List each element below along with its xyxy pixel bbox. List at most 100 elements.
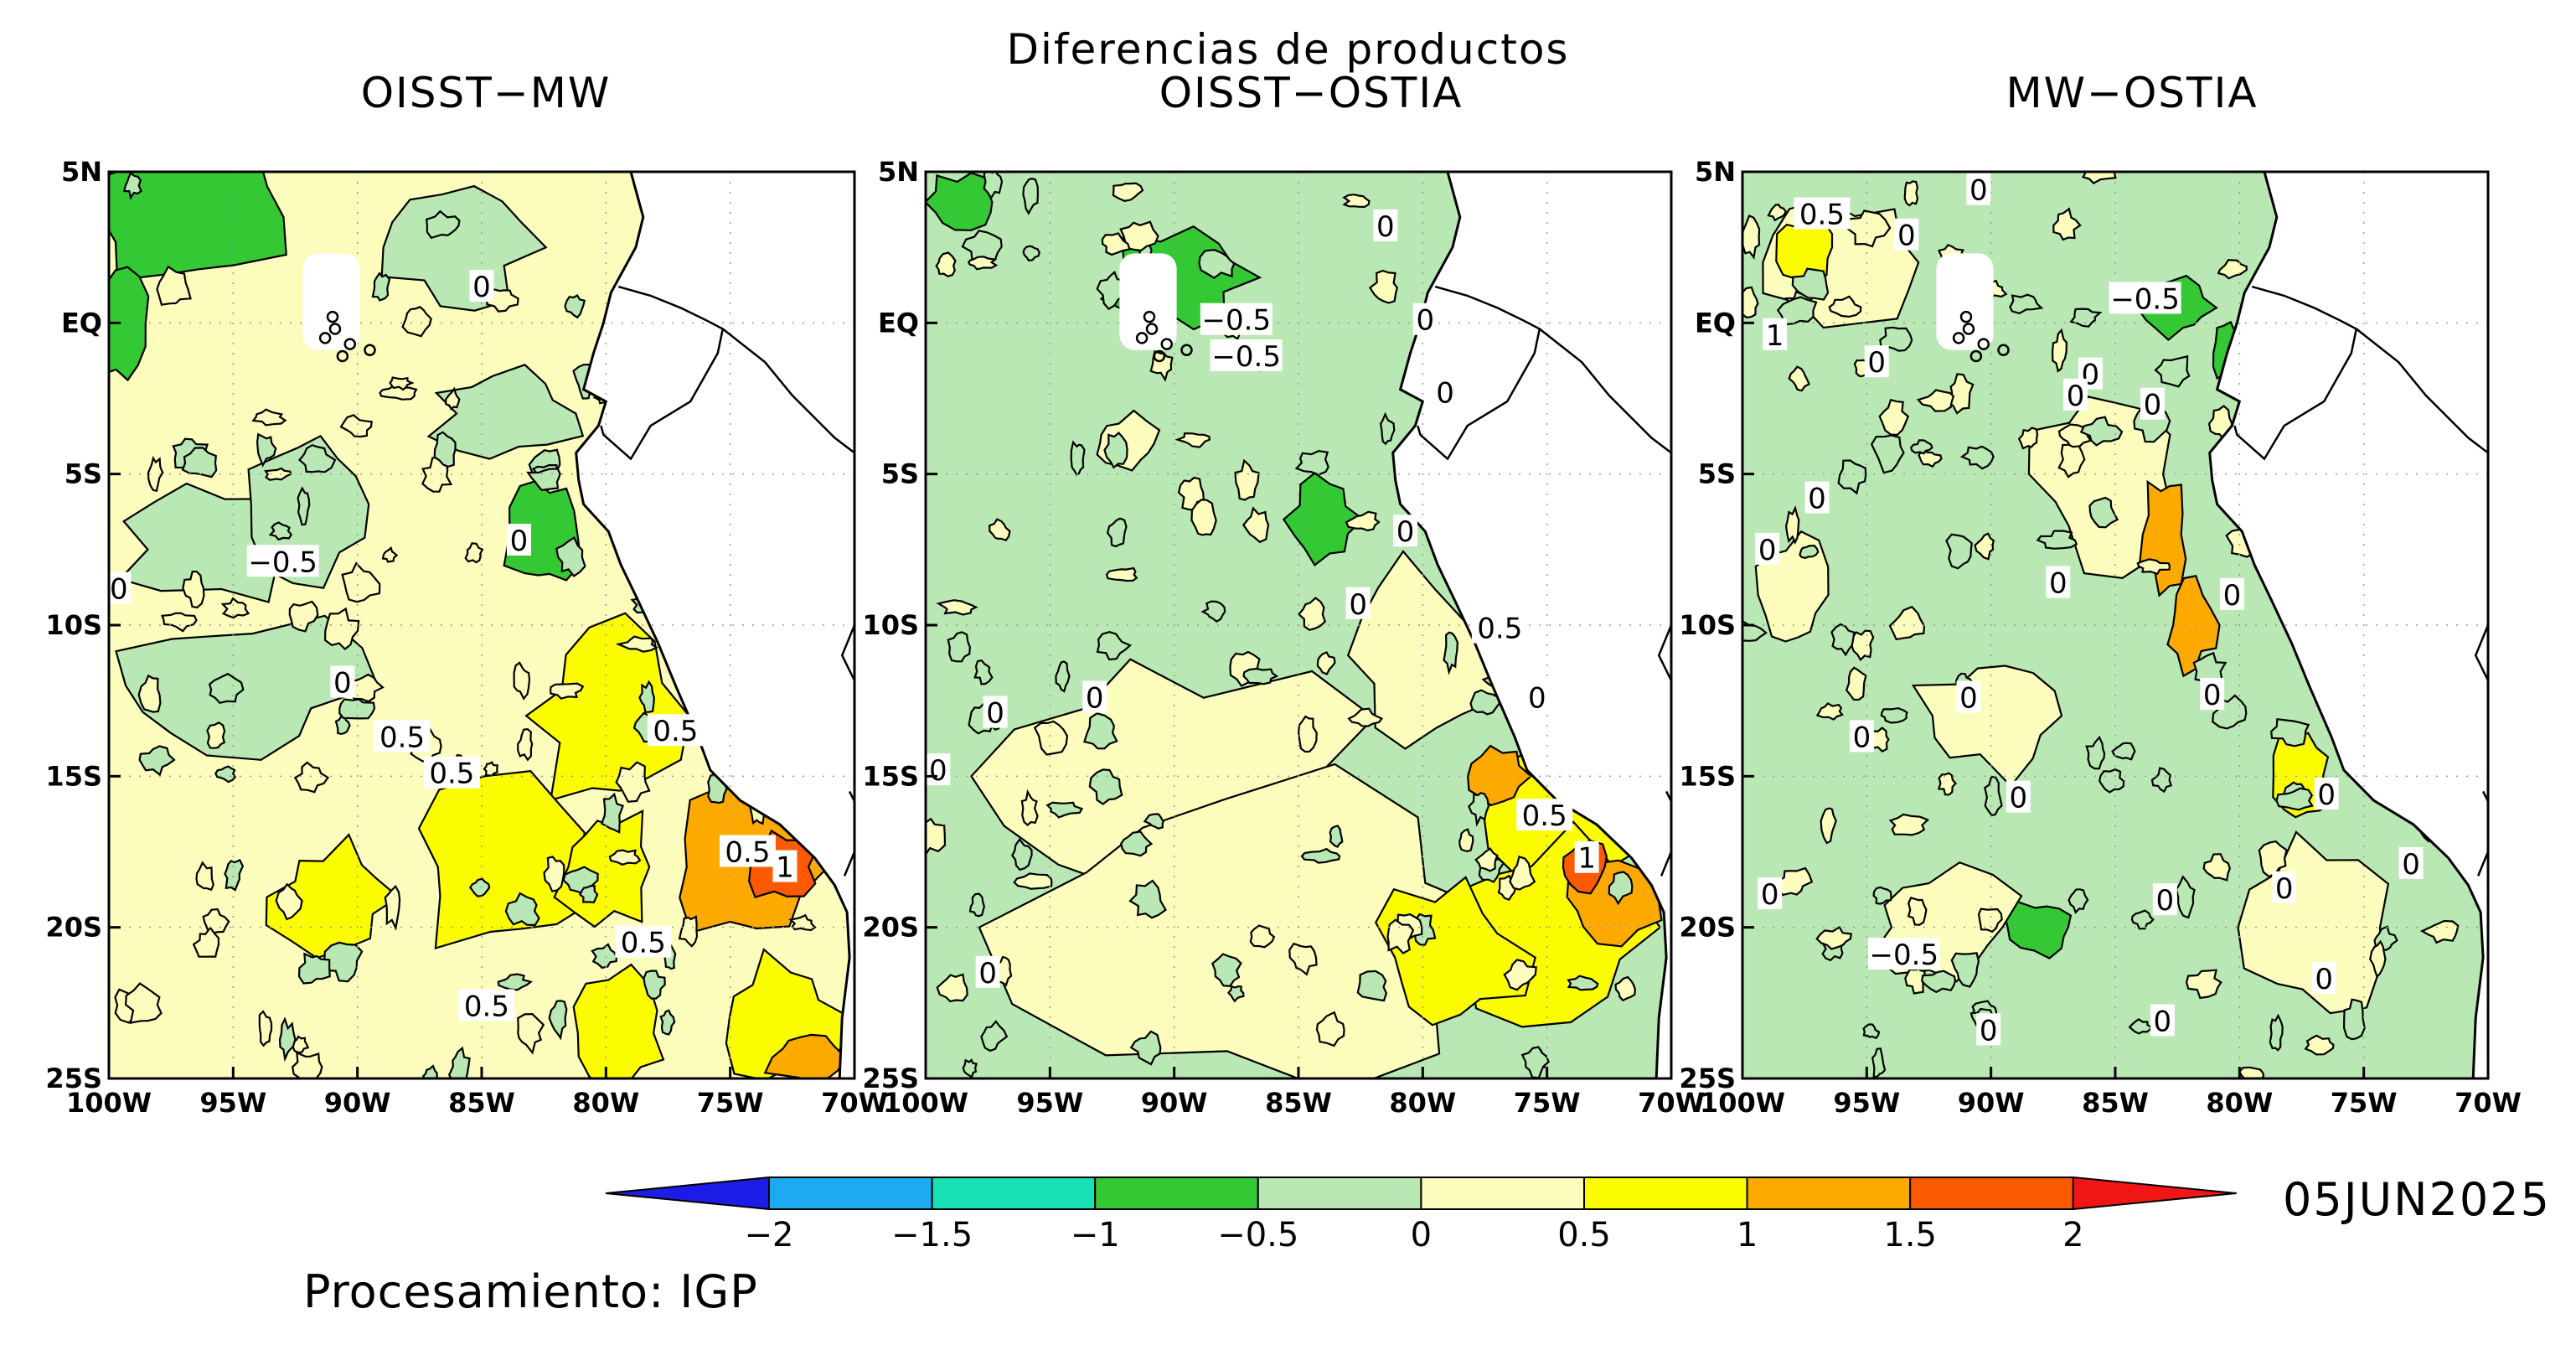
contour-label-bg	[1976, 1013, 2001, 1046]
colorbar-tick-label: −2	[745, 1216, 794, 1254]
contour-label-bg	[2006, 780, 2031, 813]
lon-tick-label: 95W	[199, 1087, 266, 1119]
map-axes: 100W 95W 90W 85W 80W 75W 70W 5N EQ 5S 10S 15S 20S 25S	[45, 156, 887, 1119]
map-axes: 100W 95W 90W 85W 80W 75W 70W 5N EQ 5S 10S 15S 20S 25S	[1679, 156, 2521, 1119]
galapagos-mask	[1936, 253, 1994, 350]
contour-label: −0.5	[248, 546, 317, 579]
contour-label: 0.5	[429, 758, 474, 791]
contour-label-bg	[2109, 282, 2181, 314]
lon-tick-label: 85W	[2082, 1087, 2149, 1119]
contour-label: 0	[2203, 679, 2222, 712]
lon-tick-label: 90W	[1141, 1087, 1208, 1119]
contour-label-bg	[1471, 611, 1528, 644]
contour-label-bg	[1516, 799, 1573, 831]
map-panel-1	[109, 172, 854, 1078]
contour-label-bg	[1373, 209, 1398, 241]
island	[1969, 349, 1983, 363]
contour-label: 0	[2009, 782, 2027, 815]
contour-label-bg	[2150, 1004, 2175, 1037]
land-mask	[1392, 172, 1671, 1078]
contour-label-bg	[772, 850, 798, 882]
contour-label-bg	[374, 720, 431, 752]
colorbar-tick-label: −1.5	[891, 1216, 973, 1254]
land-mask	[2209, 172, 2488, 1078]
contour-label-bg	[1956, 680, 1981, 713]
country-border	[1417, 285, 1541, 461]
contour-label: 0	[2067, 380, 2085, 413]
contour-label: 0	[1959, 682, 1978, 716]
contour-label-bg	[106, 571, 132, 604]
lon-tick-label: 75W	[1514, 1087, 1581, 1119]
contour-label: 0	[2315, 963, 2333, 996]
contour-label: 0	[1980, 1014, 1998, 1047]
lon-tick-label: 100W	[66, 1087, 152, 1119]
contour-label-bg	[1864, 345, 1889, 378]
country-border	[2476, 790, 2488, 877]
colorbar: −2 −1.5 −1 −0.5 0 0.5 1 1.5 2	[605, 1176, 2237, 1254]
contour-label: 0	[510, 525, 529, 558]
contour-label: 0	[2156, 884, 2175, 918]
contour-label: 1	[1577, 842, 1596, 876]
country-border	[722, 328, 854, 454]
contour-label-bg	[1574, 840, 1599, 873]
country-border	[843, 790, 854, 877]
country-border	[1539, 328, 1671, 454]
contour-label: 0	[1808, 483, 1826, 516]
lat-tick-label: EQ	[1695, 307, 1736, 339]
lon-tick-label: 85W	[1265, 1087, 1332, 1119]
lat-tick-label: 5S	[1698, 458, 1736, 490]
date-label: 05JUN2025	[2283, 1173, 2551, 1226]
lat-tick-label: 25S	[1679, 1063, 1736, 1094]
contour-label-bg	[983, 696, 1008, 728]
contour-label: 0	[2154, 1005, 2172, 1038]
country-border	[2233, 285, 2358, 461]
colorbar-tick-label: 1.5	[1883, 1216, 1937, 1254]
contour-label-bg	[2063, 378, 2088, 411]
contour-label-bg	[926, 753, 951, 786]
map-grid	[109, 172, 854, 1078]
colorbar-segment	[1094, 1177, 1259, 1210]
lat-tick-label: EQ	[61, 307, 102, 339]
contour-label: 0.5	[1477, 613, 1522, 646]
lat-tick-label: 15S	[45, 760, 102, 792]
contour-label: 0	[1528, 682, 1546, 716]
lat-tick-label: 5N	[1695, 156, 1736, 188]
lat-tick-label: 20S	[45, 912, 102, 944]
contour-label-bg	[1345, 587, 1371, 619]
island	[1153, 349, 1166, 363]
island	[1135, 332, 1149, 344]
map-panel-3	[1742, 172, 2488, 1078]
contour-label: 0	[1758, 534, 1777, 567]
contour-label: 0	[1396, 515, 1415, 549]
colorbar-segment	[1909, 1177, 2074, 1210]
contour-label: 0	[929, 754, 947, 788]
lat-tick-label: 15S	[862, 760, 919, 792]
contour-label: 0	[1436, 376, 1454, 410]
contour-label-bg	[2140, 387, 2165, 420]
contour-label: 0	[2317, 778, 2336, 812]
lon-tick-label: 80W	[572, 1087, 639, 1119]
contour-label: 0	[472, 271, 491, 304]
lon-tick-label: 85W	[448, 1087, 515, 1119]
contour-label-bg	[719, 835, 776, 867]
island	[336, 349, 349, 363]
contour-label-bg	[1412, 303, 1438, 335]
contour-label: 0.5	[1522, 799, 1567, 833]
contour-label: 0	[1761, 878, 1779, 912]
contour-label: 1	[1766, 319, 1784, 353]
lat-tick-label: 10S	[45, 609, 102, 641]
colorbar-tick-label: −1	[1071, 1216, 1120, 1254]
lon-tick-label: 90W	[1958, 1087, 2025, 1119]
lon-tick-label: 70W	[821, 1087, 888, 1119]
lon-tick-label: 70W	[1638, 1087, 1705, 1119]
lat-tick-label: 5S	[65, 458, 102, 490]
contour-label-bg	[246, 545, 319, 577]
lon-tick-label: 100W	[1700, 1087, 1785, 1119]
contour-label: 0	[2144, 389, 2162, 422]
lat-tick-label: 5N	[61, 156, 102, 188]
colorbar-tick-label: −0.5	[1217, 1216, 1298, 1254]
island	[1180, 344, 1193, 357]
contour-label: 0	[2402, 848, 2420, 882]
contour-label: 0	[1086, 682, 1104, 716]
